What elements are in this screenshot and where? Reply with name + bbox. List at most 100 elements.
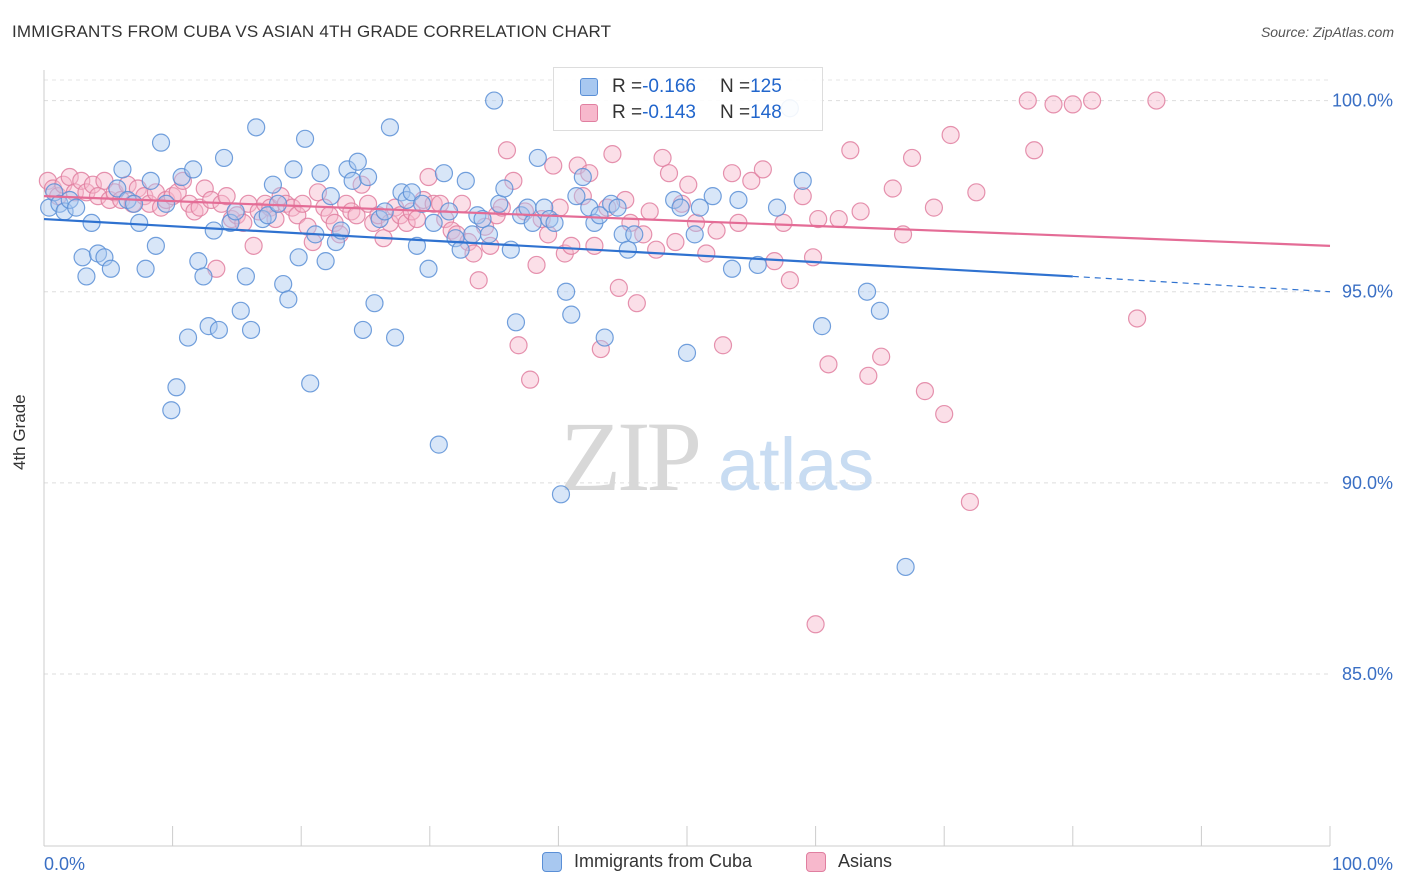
data-point bbox=[202, 190, 221, 210]
data-point bbox=[495, 179, 514, 198]
data-point bbox=[456, 171, 475, 190]
data-point bbox=[557, 282, 576, 301]
data-point bbox=[1025, 141, 1044, 160]
watermark-atlas: atlas bbox=[718, 423, 874, 506]
n-value: 148 bbox=[750, 102, 782, 123]
data-point bbox=[1082, 91, 1102, 110]
data-point bbox=[434, 164, 454, 183]
data-point bbox=[819, 355, 838, 374]
data-point bbox=[573, 187, 592, 206]
data-point bbox=[77, 267, 96, 286]
data-point bbox=[162, 401, 181, 420]
legend-swatch-cuba bbox=[542, 851, 562, 872]
data-point bbox=[136, 259, 155, 278]
data-point bbox=[214, 148, 234, 168]
data-point bbox=[407, 209, 427, 229]
data-point bbox=[301, 374, 320, 393]
tick-labels: 85.0% 90.0% 95.0% 100.0% 0.0% 100.0% bbox=[44, 91, 1393, 874]
data-point bbox=[915, 382, 935, 401]
data-point bbox=[857, 282, 877, 301]
data-point bbox=[859, 366, 878, 385]
trend-line-extension bbox=[1072, 275, 1331, 293]
asians-swatch bbox=[580, 104, 598, 122]
data-point bbox=[353, 320, 373, 340]
trend-line bbox=[43, 195, 1331, 247]
data-point bbox=[204, 221, 223, 240]
data-point bbox=[935, 404, 954, 424]
data-point bbox=[870, 301, 890, 320]
data-point bbox=[544, 156, 563, 175]
y-tick-label: 95.0% bbox=[1342, 282, 1393, 302]
data-point bbox=[194, 267, 213, 286]
data-point bbox=[812, 317, 832, 336]
r-value: -0.143 bbox=[642, 102, 696, 123]
data-point bbox=[896, 557, 915, 577]
data-point bbox=[83, 175, 102, 194]
data-point bbox=[217, 187, 236, 206]
data-point bbox=[774, 213, 793, 233]
data-point bbox=[73, 248, 92, 267]
data-point bbox=[924, 198, 944, 217]
data-point bbox=[703, 187, 722, 206]
data-point bbox=[343, 171, 362, 190]
data-point bbox=[167, 378, 186, 397]
watermark: ZIP atlas bbox=[560, 401, 874, 512]
data-point bbox=[585, 236, 604, 255]
data-point bbox=[1044, 95, 1063, 114]
data-point bbox=[780, 271, 799, 290]
legend-item-cuba[interactable]: Immigrants from Cuba bbox=[542, 851, 752, 872]
data-point bbox=[226, 202, 245, 221]
data-points bbox=[38, 91, 1166, 634]
stats-legend-row-asians: R = -0.143 N = 148 bbox=[580, 100, 782, 126]
data-point bbox=[124, 194, 144, 213]
data-point bbox=[490, 194, 509, 213]
data-point bbox=[509, 336, 528, 355]
data-point bbox=[883, 179, 902, 198]
data-point bbox=[231, 301, 250, 320]
data-point bbox=[697, 244, 716, 263]
data-point bbox=[412, 194, 432, 213]
legend-item-asians[interactable]: Asians bbox=[806, 851, 892, 872]
data-point bbox=[184, 160, 203, 179]
data-point bbox=[506, 313, 526, 332]
data-point bbox=[199, 317, 218, 336]
y-tick-label: 90.0% bbox=[1342, 473, 1393, 493]
data-point bbox=[429, 435, 448, 454]
data-point bbox=[653, 148, 672, 168]
legend-swatch-asians bbox=[806, 851, 826, 872]
data-point bbox=[793, 171, 812, 190]
y-tick-label: 85.0% bbox=[1342, 664, 1393, 684]
data-point bbox=[274, 274, 293, 294]
data-point bbox=[603, 144, 622, 164]
data-point bbox=[523, 213, 542, 233]
data-point bbox=[1127, 309, 1147, 328]
data-point bbox=[326, 232, 346, 252]
data-point bbox=[295, 129, 315, 148]
r-value: -0.166 bbox=[642, 76, 696, 97]
data-point bbox=[608, 198, 627, 217]
data-point bbox=[130, 213, 149, 233]
stats-legend-row-cuba: R = -0.166 N = 125 bbox=[580, 74, 782, 100]
data-point bbox=[375, 202, 394, 221]
y-tick-label: 100.0% bbox=[1332, 91, 1393, 111]
data-point bbox=[551, 485, 571, 504]
data-point bbox=[293, 194, 312, 213]
data-point bbox=[157, 194, 176, 213]
data-point bbox=[609, 278, 628, 297]
data-point bbox=[311, 164, 330, 183]
data-point bbox=[244, 236, 263, 255]
watermark-zip: ZIP bbox=[560, 401, 698, 512]
data-point bbox=[677, 343, 697, 362]
data-point bbox=[742, 171, 761, 190]
data-point bbox=[793, 187, 812, 206]
n-value: 125 bbox=[750, 76, 782, 97]
data-point bbox=[960, 492, 980, 512]
data-point bbox=[479, 225, 499, 244]
grid-lines bbox=[44, 79, 1330, 675]
data-point bbox=[67, 198, 86, 217]
data-point bbox=[713, 336, 733, 355]
trend-line bbox=[43, 217, 1073, 278]
data-point bbox=[407, 236, 427, 255]
data-point bbox=[967, 183, 986, 202]
data-point bbox=[241, 320, 261, 340]
